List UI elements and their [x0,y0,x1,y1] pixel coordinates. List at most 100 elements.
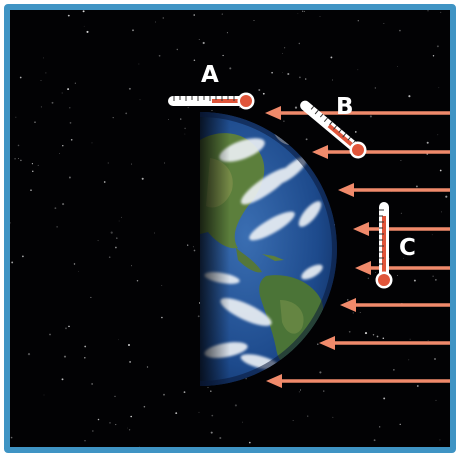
star [262,92,265,95]
star [319,16,321,17]
star [222,54,224,57]
star [375,272,376,273]
star [317,343,319,345]
star [383,23,385,24]
star [130,163,133,165]
star [445,195,448,198]
star [304,78,307,80]
star [32,170,34,172]
star [439,169,442,172]
star [369,115,372,118]
star [221,13,223,15]
sunlight-arrow [319,336,450,350]
star [56,226,58,228]
star [153,232,155,234]
sunlight-arrow [266,374,450,388]
star [128,344,130,346]
star [427,340,429,341]
star [146,366,149,368]
star [43,394,45,396]
star [297,13,299,14]
star [357,69,359,71]
thermometer-a [168,92,255,110]
star [97,418,100,421]
star [127,427,128,429]
star [427,10,429,12]
star [184,133,186,135]
star [299,76,301,79]
star [298,42,300,45]
star [319,371,322,374]
star [139,446,140,447]
star [282,53,283,54]
star [373,439,376,442]
star [437,134,439,136]
star [118,339,119,341]
star [193,14,195,16]
star [90,296,92,298]
star [115,424,117,426]
star [84,345,87,348]
star [84,357,86,359]
star [37,164,39,166]
star [59,153,60,154]
star [158,54,161,57]
star [69,107,71,109]
star [393,369,395,371]
star [138,63,140,65]
sunlight-arrow [265,106,450,120]
star [163,393,165,396]
sunlight-arrow [355,261,450,275]
star [110,231,113,234]
star [175,412,178,414]
star [258,89,261,91]
star [112,117,114,119]
star [253,19,255,22]
star [103,181,106,183]
star [372,334,375,336]
star [234,404,237,407]
star [125,112,128,115]
star [10,222,11,224]
star [331,79,333,81]
star [128,87,131,90]
star [20,159,22,162]
star [192,246,194,248]
star [283,120,285,122]
star [164,162,166,164]
star [109,422,111,424]
star [91,383,93,385]
sunlight-arrow [312,145,450,159]
star [207,386,209,389]
star [51,101,54,104]
star [91,142,93,144]
star [248,441,251,444]
star [67,14,70,17]
star [211,110,213,111]
star [426,141,429,144]
star [34,121,36,123]
star [383,397,386,400]
star [62,145,64,147]
star [397,66,398,67]
thermometer-c [375,202,393,289]
star [184,127,186,130]
star [68,325,70,328]
star [219,436,222,440]
star [92,430,94,432]
star [440,11,442,13]
star [86,30,89,33]
star [11,261,14,264]
star [67,88,70,91]
star [10,436,13,439]
star [155,21,156,23]
star [323,390,325,392]
star [22,255,24,258]
star [403,258,404,259]
star [300,389,301,391]
star [65,327,67,330]
earth-globe [200,112,337,386]
star [242,421,243,423]
star [49,333,51,336]
star [15,116,17,118]
